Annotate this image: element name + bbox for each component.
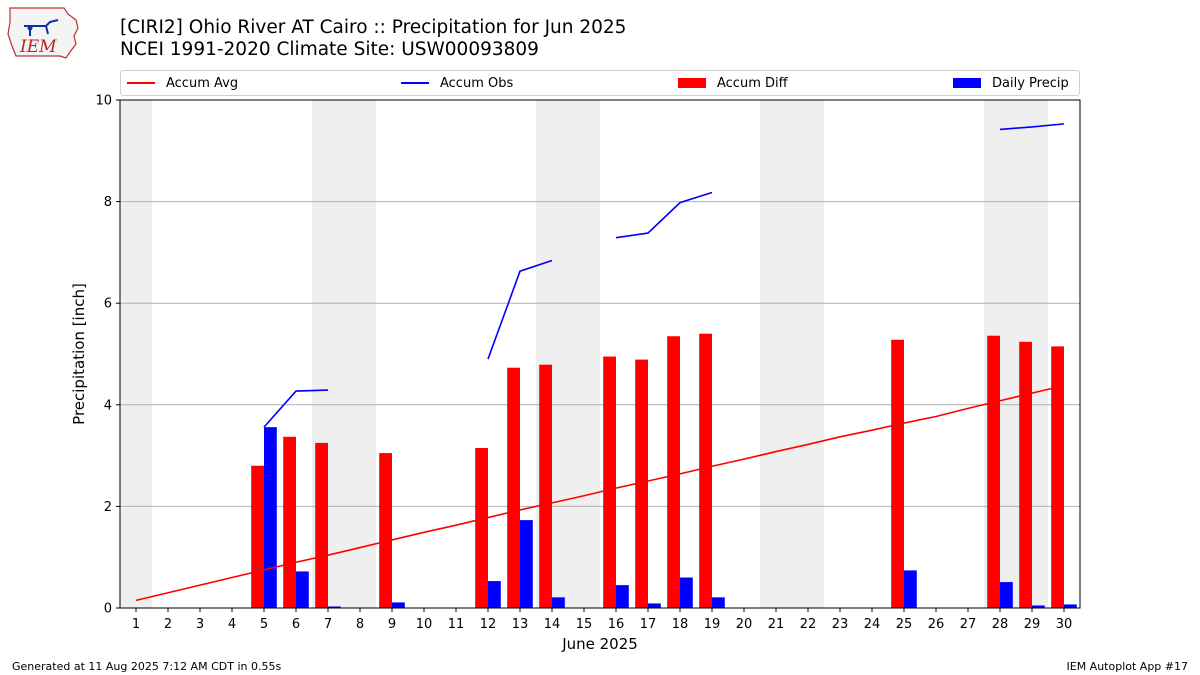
x-tick-label: 16 (608, 617, 625, 632)
title-line-1: [CIRI2] Ohio River AT Cairo :: Precipita… (120, 17, 627, 38)
bar-accum-diff (283, 436, 296, 608)
x-tick-label: 11 (448, 617, 465, 632)
bar-accum-diff (539, 364, 552, 608)
y-tick-label: 8 (104, 195, 112, 210)
x-tick-label: 6 (292, 617, 300, 632)
bar-daily-precip (392, 602, 405, 608)
x-tick-label: 3 (196, 617, 204, 632)
bar-accum-diff (891, 339, 904, 608)
x-tick-label: 19 (704, 617, 721, 632)
legend-label: Accum Obs (440, 75, 514, 91)
weekend-shade (760, 100, 824, 608)
bar-daily-precip (616, 585, 629, 608)
x-tick-label: 5 (260, 617, 268, 632)
legend-item-daily-precip: Daily Precip (953, 71, 1069, 95)
chart-title: [CIRI2] Ohio River AT Cairo :: Precipita… (120, 17, 626, 61)
x-tick-label: 4 (228, 617, 236, 632)
iem-logo: IEM (6, 6, 82, 60)
x-tick-label: 29 (1024, 617, 1041, 632)
bar-daily-precip (1064, 604, 1077, 608)
x-tick-label: 1 (132, 617, 140, 632)
bar-accum-diff (667, 336, 680, 608)
bar-daily-precip (648, 603, 661, 608)
legend-swatch (127, 82, 155, 84)
legend-label: Accum Diff (717, 75, 788, 91)
x-tick-label: 18 (672, 617, 689, 632)
bar-accum-diff (603, 356, 616, 608)
weekend-shade (120, 100, 152, 608)
bar-daily-precip (328, 606, 341, 608)
line-accum-obs (263, 389, 329, 428)
bar-accum-diff (379, 453, 392, 608)
x-tick-label: 25 (896, 617, 913, 632)
x-tick-label: 7 (324, 617, 332, 632)
bar-daily-precip (904, 570, 917, 608)
y-tick-label: 0 (104, 602, 112, 617)
x-tick-label: 27 (960, 617, 977, 632)
x-tick-label: 2 (164, 617, 172, 632)
legend-label: Daily Precip (992, 75, 1069, 91)
line-accum-avg (135, 384, 1065, 602)
bar-accum-diff (987, 335, 1000, 608)
legend-label: Accum Avg (166, 75, 239, 91)
bar-daily-precip (712, 597, 725, 608)
plot-frame (119, 99, 1081, 609)
legend-swatch (401, 82, 429, 84)
x-axis-label: June 2025 (561, 635, 638, 653)
title-line-2: NCEI 1991-2020 Climate Site: USW00093809 (120, 39, 539, 60)
x-tick-label: 13 (512, 617, 529, 632)
legend-item-accum-diff: Accum Diff (678, 71, 788, 95)
x-tick-label: 23 (832, 617, 849, 632)
bar-daily-precip (552, 597, 565, 608)
bar-daily-precip (296, 571, 309, 608)
logo-text: IEM (19, 37, 57, 57)
bar-accum-diff (699, 333, 712, 608)
y-axis-label: Precipitation [inch] (70, 283, 88, 425)
bar-daily-precip (1000, 582, 1013, 608)
legend-item-accum-avg: Accum Avg (127, 71, 238, 95)
bar-daily-precip (1032, 605, 1045, 608)
x-tick-label: 17 (640, 617, 657, 632)
legend-swatch (678, 78, 706, 88)
y-tick-label: 10 (95, 94, 112, 109)
app-credit: IEM Autoplot App #17 (1066, 660, 1189, 673)
line-accum-obs (615, 191, 713, 239)
bar-accum-diff (251, 465, 264, 608)
x-tick-label: 28 (992, 617, 1009, 632)
bar-daily-precip (520, 520, 533, 608)
x-tick-label: 21 (768, 617, 785, 632)
y-tick-label: 6 (104, 297, 112, 312)
legend-item-accum-obs: Accum Obs (401, 71, 513, 95)
bar-daily-precip (264, 427, 277, 608)
x-tick-label: 12 (480, 617, 497, 632)
bar-accum-diff (315, 442, 328, 608)
x-tick-label: 24 (864, 617, 881, 632)
x-tick-label: 22 (800, 617, 817, 632)
generated-timestamp: Generated at 11 Aug 2025 7:12 AM CDT in … (12, 660, 282, 673)
x-tick-label: 20 (736, 617, 753, 632)
x-tick-label: 26 (928, 617, 945, 632)
x-tick-label: 9 (388, 617, 396, 632)
y-tick-label: 2 (104, 500, 112, 515)
bar-accum-diff (475, 447, 488, 608)
x-tick-label: 8 (356, 617, 364, 632)
legend: Accum Avg Accum Obs Accum Diff Daily Pre… (120, 70, 1080, 96)
bar-daily-precip (680, 577, 693, 608)
line-accum-obs (999, 123, 1065, 131)
bar-accum-diff (507, 367, 520, 608)
legend-swatch (953, 78, 981, 88)
y-tick-label: 4 (104, 398, 112, 413)
x-tick-label: 14 (544, 617, 561, 632)
x-tick-label: 10 (416, 617, 433, 632)
bar-accum-diff (1019, 341, 1032, 608)
x-tick-label: 30 (1056, 617, 1073, 632)
bar-daily-precip (488, 581, 501, 608)
x-tick-label: 15 (576, 617, 593, 632)
bar-accum-diff (1051, 346, 1064, 608)
bar-accum-diff (635, 359, 648, 608)
line-accum-obs (487, 259, 553, 360)
